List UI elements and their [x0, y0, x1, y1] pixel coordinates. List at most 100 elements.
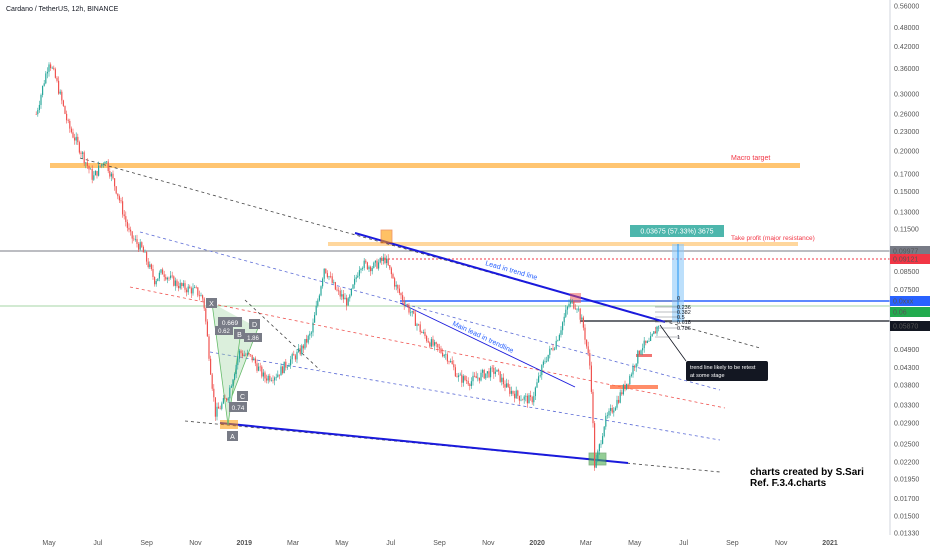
support-trendline [219, 422, 629, 464]
candle-body [64, 105, 66, 114]
candle-body [427, 340, 429, 343]
candle-body [344, 297, 346, 300]
candle-body [192, 287, 194, 294]
candle-body [221, 403, 223, 409]
candle-body [129, 229, 132, 232]
candle-body [475, 376, 477, 379]
candle-body [185, 289, 188, 293]
candle-body [643, 340, 645, 349]
point-x-box [206, 298, 217, 308]
candle-body [465, 380, 468, 381]
price-label-box [890, 307, 930, 317]
candle-body [219, 408, 221, 410]
candle-body [477, 377, 479, 379]
candle-body [48, 64, 50, 72]
candle-body [563, 316, 565, 323]
candle-body [605, 415, 607, 427]
candle-body [509, 386, 511, 394]
candle-body [288, 365, 290, 367]
candle-body [406, 304, 408, 306]
candle-body [368, 266, 370, 270]
candle-body [166, 277, 168, 280]
candle-body [37, 109, 39, 115]
candle-body [653, 331, 655, 335]
candle-body [177, 285, 180, 289]
candle-body [91, 168, 93, 180]
x-tick-label: 2019 [236, 540, 252, 547]
candle-body [77, 136, 79, 143]
candle-body [584, 327, 586, 340]
candle-body [249, 354, 252, 356]
ratio-box-1 [218, 317, 242, 327]
y-tick-label: 0.15000 [894, 189, 919, 196]
candle-body [257, 366, 260, 371]
candle-body [197, 287, 199, 296]
y-tick-label: 0.02900 [894, 421, 919, 428]
candle-body [205, 308, 207, 322]
x-tick-label: Sep [140, 540, 153, 547]
candle-body [520, 399, 522, 401]
candle-body [424, 332, 426, 337]
candle-body [163, 274, 165, 277]
candle-body [70, 128, 72, 133]
short-dashed-trend [244, 299, 321, 371]
candle-body [513, 393, 516, 399]
candle-body [299, 348, 301, 355]
y-tick-label: 0.13000 [894, 209, 919, 216]
candle-body [504, 384, 506, 388]
candle-body [133, 238, 135, 240]
y-tick-label: 0.26000 [894, 112, 919, 119]
candle-body [102, 163, 104, 165]
callout-line-1: trend line likely to be retest [690, 365, 756, 371]
candle-body [307, 335, 309, 343]
fib-lines [655, 300, 680, 338]
candle-body [302, 345, 304, 349]
candle-body [560, 330, 562, 335]
candle-body [373, 262, 375, 268]
macro-target-band [50, 163, 800, 168]
candle-body [69, 120, 71, 129]
candle-body [331, 276, 333, 283]
candle-body [72, 132, 74, 138]
pattern-labels: X A B C D 0.669 0.62 1.86 0.74 [206, 298, 262, 441]
price-label-text: 0.09121 [893, 257, 918, 264]
main-lead-trendline [399, 302, 576, 388]
candle-body [433, 342, 436, 346]
candle-body [606, 415, 608, 416]
candle-body [237, 358, 239, 366]
candle-body [646, 341, 648, 343]
measure-label: 0.03675 (57.33%) 3675 [640, 229, 713, 236]
candle-body [161, 269, 164, 275]
candle-body [488, 371, 490, 378]
candle-body [176, 280, 178, 286]
candle-body [200, 295, 202, 297]
y-tick-label: 0.23000 [894, 129, 919, 136]
candle-body [515, 390, 517, 399]
candle-body [168, 277, 170, 279]
candle-body [435, 342, 437, 344]
y-tick-label: 0.02200 [894, 460, 919, 467]
candle-body [533, 396, 535, 403]
candle-body [501, 377, 503, 382]
candle-body [657, 326, 660, 328]
candle-body [448, 361, 450, 362]
candle-body [75, 136, 77, 141]
candle-body [291, 354, 293, 360]
y-tick-label: 0.03800 [894, 383, 919, 390]
upper-blue-channel [139, 231, 721, 391]
candle-body [341, 294, 343, 297]
candle-body [113, 178, 116, 187]
fib-label-786: 0.786 [677, 326, 691, 332]
candle-body [238, 350, 240, 359]
candle-body [632, 366, 634, 375]
candle-body [640, 350, 642, 355]
candle-body [385, 258, 388, 264]
candle-body [555, 340, 557, 349]
ratio-label-4: 0.74 [232, 405, 245, 412]
x-tick-label: Sep [433, 540, 446, 547]
candle-body [93, 175, 95, 180]
candle-body [350, 288, 352, 296]
callout: trend line likely to be retest at some s… [659, 324, 768, 381]
ratio-label-3: 1.86 [247, 336, 259, 342]
